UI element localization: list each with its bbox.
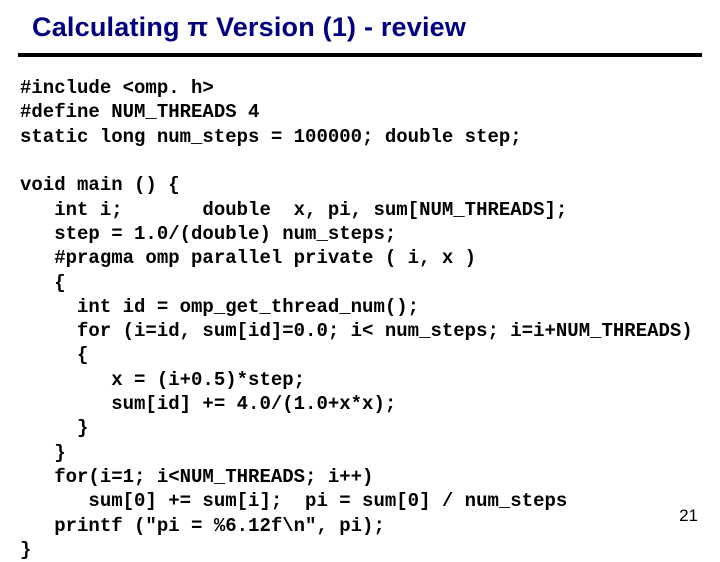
title-underline: [18, 53, 702, 57]
slide: Calculating π Version (1) - review #incl…: [0, 0, 720, 540]
slide-title: Calculating π Version (1) - review: [0, 0, 720, 49]
page-number: 21: [679, 506, 698, 526]
code-block: #include <omp. h> #define NUM_THREADS 4 …: [0, 76, 720, 562]
